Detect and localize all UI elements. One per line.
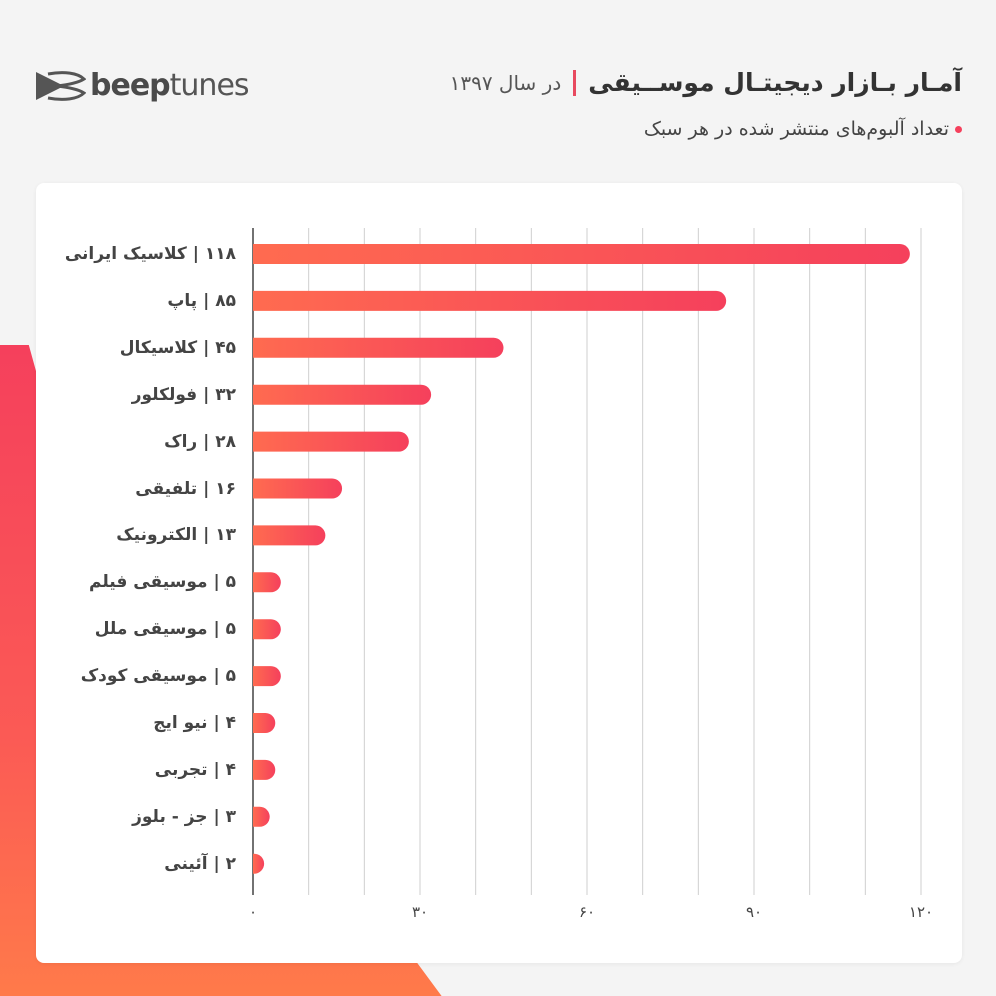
category-name: کلاسیک ایرانی (64, 244, 187, 264)
category-name: نیو ایج (153, 713, 208, 733)
category-label: ۸۵ | پاپ (167, 291, 236, 311)
category-label: ۵ | موسیقی ملل (95, 619, 236, 639)
label-separator: | (207, 853, 226, 874)
value-label: ۴۵ (215, 337, 236, 358)
label-separator: | (207, 713, 226, 733)
category-label: ۴ | تجربی (155, 760, 236, 780)
category-name: تلفیقی (135, 478, 198, 499)
bar-6 (253, 525, 326, 546)
category-name: راک (164, 431, 198, 452)
label-separator: | (186, 244, 205, 264)
bar-5 (253, 478, 343, 499)
category-label: ۳ | جز - بلوز (132, 807, 236, 827)
bar-chart (252, 228, 922, 895)
logo-bold: beep (90, 68, 171, 103)
bar-2 (253, 337, 504, 358)
value-label: ۵ (225, 619, 236, 640)
category-name: فولکلور (131, 384, 198, 405)
title-separator (573, 69, 577, 96)
category-name: موسیقی کودک (80, 666, 208, 687)
x-tick-label: ۹۰ (745, 903, 763, 921)
label-separator: | (207, 759, 226, 780)
value-label: ۸۵ (215, 290, 236, 311)
category-label: ۵ | موسیقی فیلم (89, 572, 236, 592)
category-label: ۲ | آئینی (164, 854, 236, 874)
beeptunes-logo-icon (36, 70, 86, 101)
category-name: الکترونیک (116, 525, 198, 546)
x-tick-label: ۳۰ (411, 903, 429, 921)
x-tick-label: ۱۲۰ (908, 903, 934, 921)
label-separator: | (197, 525, 216, 546)
label-separator: | (207, 806, 226, 827)
label-separator: | (207, 666, 226, 687)
label-separator: | (197, 384, 216, 405)
bar-10 (253, 713, 276, 733)
bar-4 (253, 431, 409, 452)
label-separator: | (197, 337, 216, 358)
value-label: ۳۲ (215, 384, 236, 405)
category-label: ۴۵ | کلاسیکال (120, 338, 236, 358)
label-separator: | (197, 290, 216, 311)
x-tick-label: ۶۰ (578, 903, 596, 921)
category-name: تجربی (154, 759, 208, 780)
category-name: جز - بلوز (132, 806, 208, 827)
bar-9 (253, 666, 281, 687)
value-label: ۱۱۸ (204, 244, 236, 264)
bar-3 (253, 384, 432, 405)
x-tick-label: ۰ (248, 903, 258, 921)
value-label: ۴ (225, 759, 236, 780)
label-separator: | (207, 572, 226, 593)
title-year: در سال ۱۳۹۷ (449, 70, 562, 95)
bar-13 (253, 853, 265, 874)
value-label: ۲ (225, 853, 236, 874)
category-label: ۵ | موسیقی کودک (81, 666, 236, 686)
bar-7 (253, 572, 281, 593)
category-label: ۱۱۸ | کلاسیک ایرانی (65, 244, 236, 264)
subtitle-text: تعداد آلبوم‌های منتشر شده در هر سبک (643, 118, 949, 140)
bar-1 (253, 290, 727, 311)
value-label: ۳ (225, 806, 236, 827)
title-main: آمـار بـازار دیجیتـال موســیقی (588, 68, 962, 97)
value-label: ۲۸ (215, 431, 236, 452)
category-name: کلاسیکال (119, 337, 198, 358)
category-name: موسیقی فیلم (89, 572, 208, 593)
value-label: ۵ (225, 572, 236, 593)
label-separator: | (197, 478, 216, 499)
category-name: آئینی (164, 853, 208, 874)
value-label: ۱۶ (215, 478, 236, 499)
category-label: ۲۸ | راک (164, 432, 236, 452)
bar-0 (253, 244, 910, 264)
value-label: ۵ (225, 666, 236, 687)
label-separator: | (207, 619, 226, 640)
bar-11 (253, 759, 276, 780)
page-title: آمـار بـازار دیجیتـال موســیقی در سال ۱۳… (450, 68, 962, 97)
category-name: موسیقی ملل (94, 619, 208, 640)
chart-subtitle: تعداد آلبوم‌های منتشر شده در هر سبک (644, 118, 962, 140)
bullet-icon (955, 125, 962, 133)
category-label: ۳۲ | فولکلور (132, 385, 236, 405)
category-label: ۴ | نیو ایج (153, 713, 236, 733)
category-name: پاپ (167, 290, 198, 311)
value-label: ۴ (225, 713, 236, 733)
bar-8 (253, 619, 281, 640)
bar-12 (253, 806, 270, 827)
label-separator: | (197, 431, 216, 452)
value-label: ۱۳ (215, 525, 236, 546)
logo-light: tunes (169, 68, 250, 103)
logo: beeptunes (34, 68, 250, 103)
category-label: ۱۳ | الکترونیک (116, 525, 236, 545)
chart-card (36, 183, 962, 963)
category-label: ۱۶ | تلفیقی (135, 479, 236, 499)
